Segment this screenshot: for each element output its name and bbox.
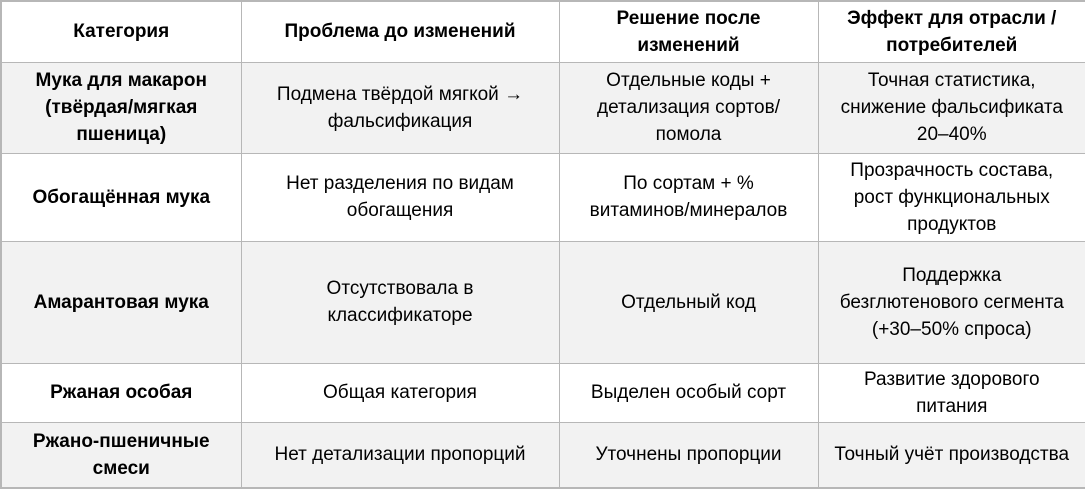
cell-effect: Точная статистика, снижение фальсификата… — [817, 61, 1085, 154]
cell-solution: Выделен особый сорт — [558, 362, 819, 423]
cell-effect: Поддержка безглютенового сегмента (+30–5… — [817, 240, 1085, 364]
table-row: Обогащённая мука Нет разделения по видам… — [0, 152, 1085, 242]
cell-category: Ржано-пшеничные смеси — [0, 421, 242, 489]
table-header: Категория Проблема до изменений Решение … — [0, 0, 1085, 63]
cell-effect: Точный учёт производства — [817, 421, 1085, 489]
table-body: Мука для макарон (твёрдая/мягкая пшеница… — [0, 61, 1085, 489]
cell-problem: Отсутствовала в классификаторе — [240, 240, 560, 364]
table-row: Мука для макарон (твёрдая/мягкая пшеница… — [0, 61, 1085, 154]
cell-solution: Отдельные коды + детализация сортов/помо… — [558, 61, 819, 154]
table-row: Амарантовая мука Отсутствовала в классиф… — [0, 240, 1085, 364]
cell-problem: Нет детализации пропорций — [240, 421, 560, 489]
cell-problem: Общая категория — [240, 362, 560, 423]
cell-problem: Нет разделения по видам обогащения — [240, 152, 560, 242]
cell-category: Ржаная особая — [0, 362, 242, 423]
cell-problem: Подмена твёрдой мягкой → фальсификация — [240, 61, 560, 154]
cell-category: Мука для макарон (твёрдая/мягкая пшеница… — [0, 61, 242, 154]
header-cell-effect: Эффект для отрасли / потребителей — [817, 0, 1085, 63]
cell-category: Обогащённая мука — [0, 152, 242, 242]
header-cell-problem: Проблема до изменений — [240, 0, 560, 63]
header-cell-solution: Решение после изменений — [558, 0, 819, 63]
header-row: Категория Проблема до изменений Решение … — [0, 0, 1085, 63]
cell-solution: Отдельный код — [558, 240, 819, 364]
table-row: Ржаная особая Общая категория Выделен ос… — [0, 362, 1085, 423]
cell-solution: Уточнены пропорции — [558, 421, 819, 489]
table-row: Ржано-пшеничные смеси Нет детализации пр… — [0, 421, 1085, 489]
cell-solution: По сортам + % витаминов/минералов — [558, 152, 819, 242]
cell-category: Амарантовая мука — [0, 240, 242, 364]
cell-effect: Прозрачность состава, рост функциональны… — [817, 152, 1085, 242]
cell-effect: Развитие здорового питания — [817, 362, 1085, 423]
header-cell-category: Категория — [0, 0, 242, 63]
